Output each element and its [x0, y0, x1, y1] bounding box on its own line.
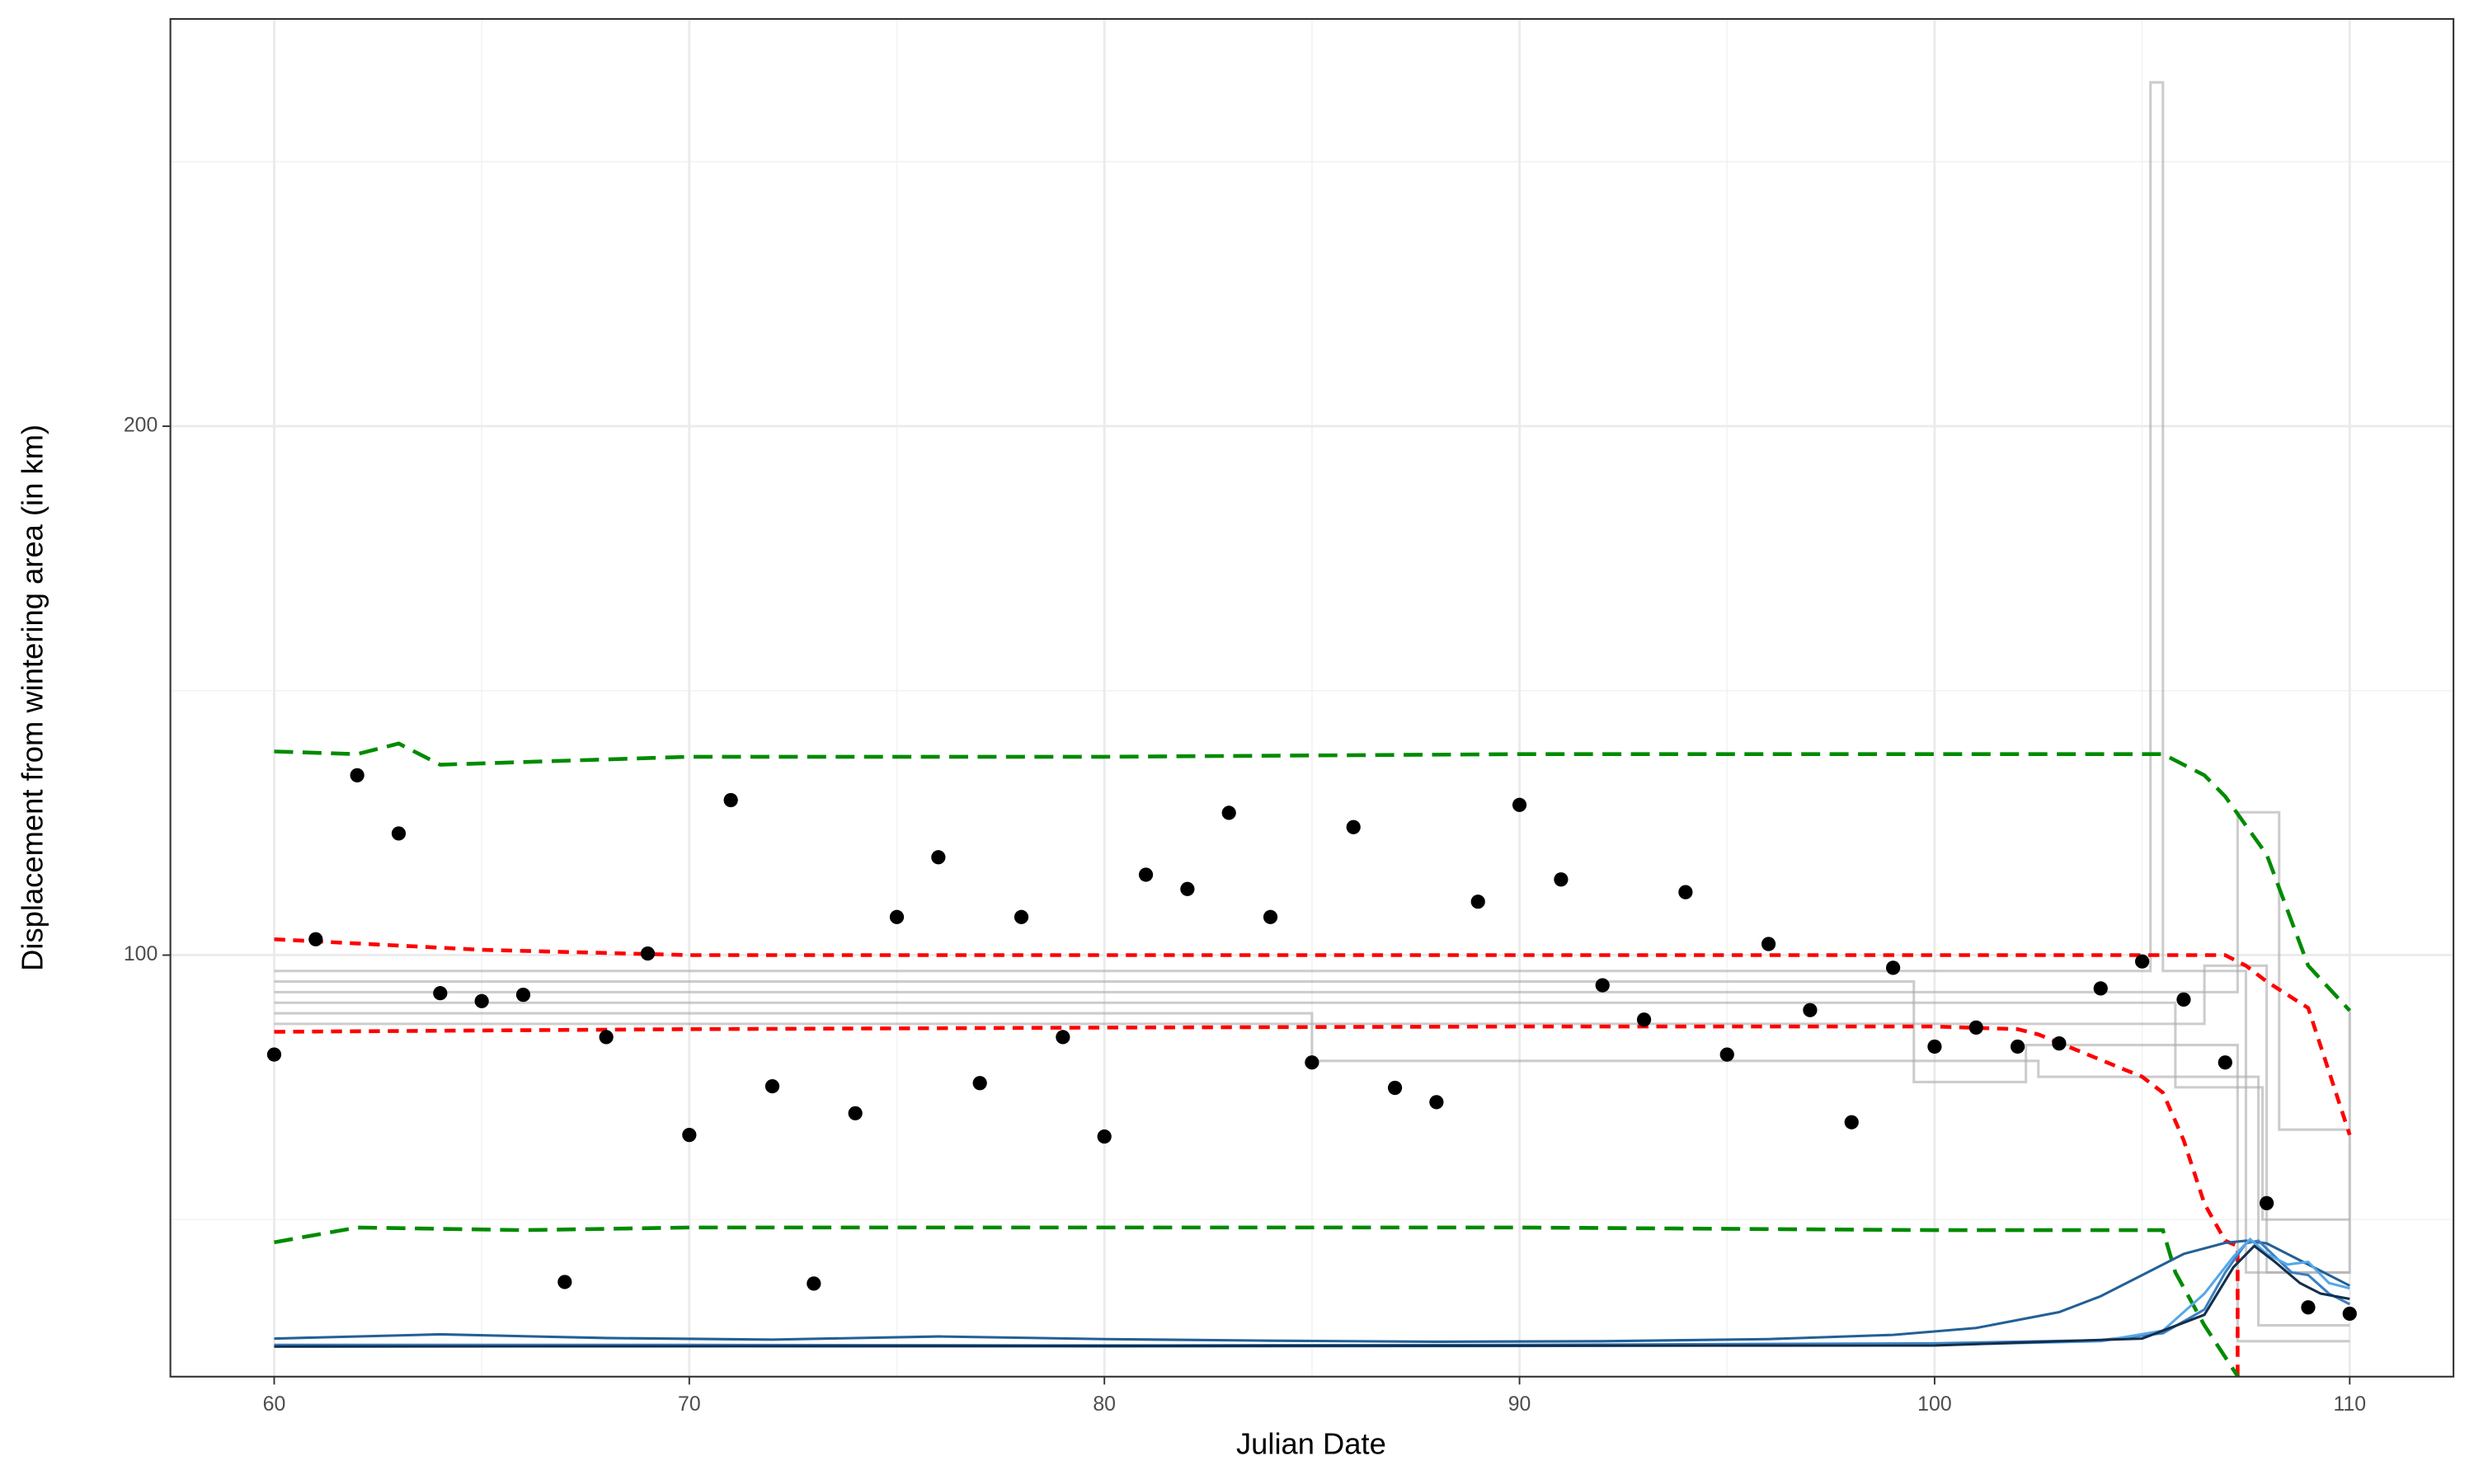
line — [274, 1001, 2350, 1221]
point — [972, 1076, 987, 1091]
point — [1014, 909, 1029, 924]
point — [557, 1275, 572, 1289]
line — [274, 964, 2351, 1274]
point — [889, 909, 905, 924]
x-axis-title: Julian Date — [1236, 1427, 1386, 1461]
line — [274, 1024, 2240, 1377]
point — [474, 993, 489, 1008]
point — [1221, 805, 1236, 820]
x-tick-label: 110 — [2333, 1392, 2366, 1416]
point — [2093, 981, 2108, 996]
x-tick-label: 60 — [263, 1392, 286, 1416]
point — [599, 1030, 614, 1045]
line — [274, 1225, 2241, 1377]
x-tick-label: 100 — [1917, 1392, 1951, 1416]
point — [2260, 1195, 2274, 1210]
point — [1803, 1003, 1818, 1017]
line — [274, 741, 2351, 1012]
point — [1180, 881, 1195, 896]
point — [1470, 895, 1485, 909]
point — [1305, 1055, 1319, 1070]
point — [266, 1047, 282, 1062]
y-tick-label: 200 — [124, 414, 158, 437]
point — [1346, 819, 1361, 834]
point — [1512, 797, 1527, 812]
point — [1719, 1047, 1734, 1062]
x-tick-label: 90 — [1508, 1392, 1531, 1416]
panel-border — [169, 17, 2455, 1378]
point — [1138, 867, 1154, 882]
point — [640, 946, 656, 961]
point — [2052, 1036, 2067, 1051]
line — [274, 1239, 2350, 1343]
point — [1554, 872, 1569, 887]
plot-area — [266, 81, 2357, 1377]
point — [2218, 1055, 2232, 1070]
point — [2010, 1039, 2025, 1054]
x-tick-label: 70 — [678, 1392, 701, 1416]
point — [2176, 992, 2191, 1007]
point — [1678, 885, 1693, 899]
point — [1844, 1115, 1859, 1129]
line — [274, 81, 2350, 1274]
point — [1927, 1039, 1942, 1054]
point — [931, 850, 946, 865]
point — [2301, 1300, 2316, 1315]
point — [764, 1078, 780, 1094]
point — [1595, 978, 1610, 993]
point — [1387, 1080, 1403, 1096]
point — [350, 768, 365, 782]
point — [682, 1127, 697, 1143]
point — [1636, 1012, 1652, 1027]
point — [2134, 954, 2150, 969]
axes: 60 70 80 90 100 110 100 200 — [124, 414, 2366, 1416]
point — [308, 932, 323, 946]
line — [274, 1012, 2350, 1327]
point — [1056, 1030, 1070, 1045]
line — [274, 1244, 2350, 1348]
y-axis-title: Displacement from wintering area (in km) — [16, 425, 49, 971]
point — [723, 792, 738, 808]
line — [274, 810, 2350, 1131]
point — [807, 1276, 821, 1291]
point — [433, 986, 448, 1001]
point — [1429, 1095, 1444, 1110]
point — [848, 1106, 863, 1120]
point — [391, 826, 407, 841]
point — [515, 987, 531, 1003]
x-tick-label: 80 — [1093, 1392, 1116, 1416]
point — [1885, 960, 1901, 975]
point — [2342, 1306, 2357, 1322]
point — [1263, 909, 1278, 924]
point — [1968, 1020, 1983, 1035]
point — [1761, 937, 1776, 951]
y-tick-label: 100 — [124, 942, 158, 965]
point — [1097, 1129, 1112, 1144]
